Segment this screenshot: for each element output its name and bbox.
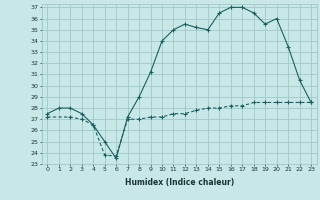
X-axis label: Humidex (Indice chaleur): Humidex (Indice chaleur) [124, 178, 234, 187]
